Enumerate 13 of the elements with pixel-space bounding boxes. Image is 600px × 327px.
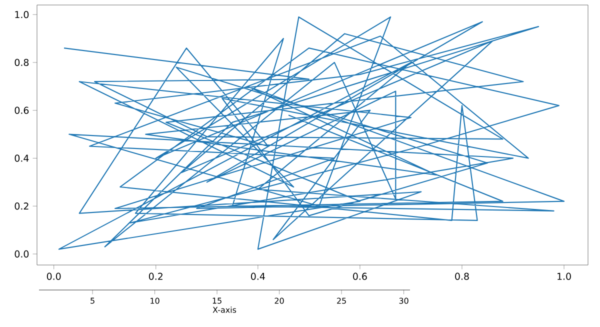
x-tick-label: 0.0 — [46, 272, 61, 280]
line-series — [58, 16, 565, 250]
y-tick-label: 0.6 — [14, 106, 29, 114]
y-tick-label: 0.4 — [14, 154, 29, 162]
y-tick-label: 1.0 — [15, 10, 29, 18]
x-tick-label: 0.2 — [148, 272, 162, 280]
x-tick-label: 0.4 — [251, 272, 265, 280]
y-tick-label: 0.0 — [14, 250, 29, 258]
y-tick-label: 0.2 — [14, 202, 28, 210]
x-tick-label: 0.6 — [353, 272, 367, 280]
x-tick-label: 1.0 — [558, 272, 571, 280]
x-tick-label: 0.8 — [455, 272, 469, 280]
y-tick-label: 0.8 — [14, 58, 29, 66]
